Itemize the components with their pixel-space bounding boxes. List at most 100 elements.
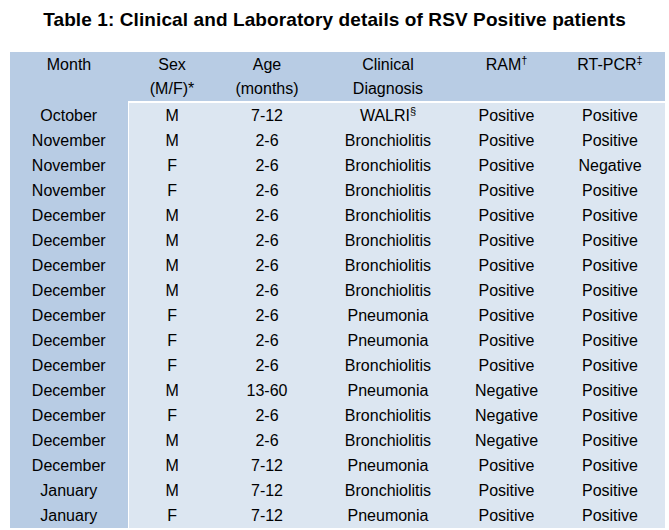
- cell-sex: M: [128, 203, 216, 228]
- table-header: Month Sex (M/F)* Age(months) Clinical Diagnos…: [10, 52, 665, 102]
- diagnosis-label: WALRI: [360, 107, 410, 124]
- cell-month: December: [10, 203, 128, 228]
- cell-ram: Positive: [458, 228, 555, 253]
- cell-sex: F: [128, 403, 216, 428]
- cell-rt-pcr: Positive: [555, 278, 665, 303]
- cell-age: 2-6: [216, 328, 318, 353]
- table-row: OctoberM7-12WALRI§PositivePositive: [10, 102, 665, 128]
- cell-age: 2-6: [216, 403, 318, 428]
- cell-ram: Positive: [458, 503, 555, 528]
- table-row: DecemberM7-12PneumoniaPositivePositive: [10, 453, 665, 478]
- cell-sex: F: [128, 353, 216, 378]
- cell-sex: M: [128, 228, 216, 253]
- cell-month: December: [10, 328, 128, 353]
- cell-sex: F: [128, 328, 216, 353]
- cell-rt-pcr: Positive: [555, 478, 665, 503]
- cell-month: November: [10, 128, 128, 153]
- table-row: JanuaryM7-12BronchiolitisPositivePositiv…: [10, 478, 665, 503]
- cell-rt-pcr: Positive: [555, 203, 665, 228]
- cell-ram: Negative: [458, 428, 555, 453]
- cell-month: December: [10, 403, 128, 428]
- cell-rt-pcr: Positive: [555, 378, 665, 403]
- cell-ram: Positive: [458, 102, 555, 128]
- cell-month: December: [10, 278, 128, 303]
- cell-diagnosis: Pneumonia: [318, 378, 458, 403]
- table-row: DecemberM2-6BronchiolitisPositivePositiv…: [10, 278, 665, 303]
- col-header-age: Age(months): [216, 52, 318, 102]
- cell-rt-pcr: Positive: [555, 403, 665, 428]
- cell-diagnosis: Pneumonia: [318, 503, 458, 528]
- cell-ram: Negative: [458, 378, 555, 403]
- table-row: DecemberM2-6BronchiolitisPositivePositiv…: [10, 228, 665, 253]
- cell-rt-pcr: Positive: [555, 228, 665, 253]
- cell-age: 2-6: [216, 428, 318, 453]
- cell-age: 7-12: [216, 478, 318, 503]
- header-superscript: †: [521, 54, 527, 66]
- cell-month: November: [10, 153, 128, 178]
- cell-sex: M: [128, 478, 216, 503]
- cell-diagnosis: Bronchiolitis: [318, 128, 458, 153]
- cell-month: December: [10, 303, 128, 328]
- header-label-line1: Clinical: [362, 56, 414, 73]
- header-label-line1: Month: [47, 56, 91, 73]
- rsv-table: Month Sex (M/F)* Age(months) Clinical Diagnos…: [10, 52, 665, 528]
- cell-month: December: [10, 253, 128, 278]
- cell-rt-pcr: Positive: [555, 253, 665, 278]
- cell-rt-pcr: Positive: [555, 128, 665, 153]
- cell-ram: Positive: [458, 253, 555, 278]
- cell-age: 7-12: [216, 503, 318, 528]
- cell-diagnosis: Bronchiolitis: [318, 153, 458, 178]
- cell-ram: Positive: [458, 128, 555, 153]
- cell-sex: M: [128, 428, 216, 453]
- cell-month: December: [10, 428, 128, 453]
- cell-age: 7-12: [216, 453, 318, 478]
- cell-age: 2-6: [216, 353, 318, 378]
- cell-age: 2-6: [216, 178, 318, 203]
- page: Table 1: Clinical and Laboratory details…: [0, 9, 669, 528]
- header-label-line1: Sex: [158, 56, 186, 73]
- cell-diagnosis: Pneumonia: [318, 328, 458, 353]
- cell-diagnosis: Bronchiolitis: [318, 203, 458, 228]
- header-label-line2: (M/F)*: [150, 80, 194, 97]
- cell-rt-pcr: Positive: [555, 428, 665, 453]
- cell-diagnosis: Bronchiolitis: [318, 428, 458, 453]
- table-row: DecemberF2-6PneumoniaPositivePositive: [10, 328, 665, 353]
- table-row: DecemberM2-6BronchiolitisNegativePositiv…: [10, 428, 665, 453]
- cell-month: October: [10, 102, 128, 128]
- cell-rt-pcr: Positive: [555, 102, 665, 128]
- cell-diagnosis: Bronchiolitis: [318, 278, 458, 303]
- cell-month: December: [10, 378, 128, 403]
- cell-ram: Positive: [458, 353, 555, 378]
- cell-rt-pcr: Positive: [555, 453, 665, 478]
- cell-age: 7-12: [216, 102, 318, 128]
- cell-age: 2-6: [216, 253, 318, 278]
- col-header-month: Month: [10, 52, 128, 102]
- cell-age: 2-6: [216, 303, 318, 328]
- table-row: NovemberF2-6BronchiolitisPositiveNegativ…: [10, 153, 665, 178]
- cell-month: January: [10, 478, 128, 503]
- table-row: DecemberF2-6BronchiolitisPositivePositiv…: [10, 353, 665, 378]
- cell-rt-pcr: Negative: [555, 153, 665, 178]
- cell-diagnosis: Bronchiolitis: [318, 478, 458, 503]
- cell-ram: Positive: [458, 278, 555, 303]
- cell-rt-pcr: Positive: [555, 178, 665, 203]
- cell-age: 13-60: [216, 378, 318, 403]
- cell-month: December: [10, 353, 128, 378]
- cell-diagnosis: Pneumonia: [318, 453, 458, 478]
- header-label-line2: Diagnosis: [353, 80, 423, 97]
- header-label-line1: Age: [253, 56, 281, 73]
- cell-month: December: [10, 228, 128, 253]
- cell-ram: Positive: [458, 178, 555, 203]
- table-row: JanuaryF7-12PneumoniaPositivePositive: [10, 503, 665, 528]
- cell-sex: M: [128, 128, 216, 153]
- cell-sex: M: [128, 453, 216, 478]
- cell-diagnosis: Bronchiolitis: [318, 403, 458, 428]
- col-header-sex: Sex (M/F)*: [128, 52, 216, 102]
- cell-ram: Positive: [458, 303, 555, 328]
- cell-ram: Positive: [458, 478, 555, 503]
- cell-diagnosis: Bronchiolitis: [318, 353, 458, 378]
- table-title: Table 1: Clinical and Laboratory details…: [6, 9, 663, 31]
- cell-age: 2-6: [216, 228, 318, 253]
- table-row: DecemberM2-6BronchiolitisPositivePositiv…: [10, 253, 665, 278]
- cell-ram: Positive: [458, 153, 555, 178]
